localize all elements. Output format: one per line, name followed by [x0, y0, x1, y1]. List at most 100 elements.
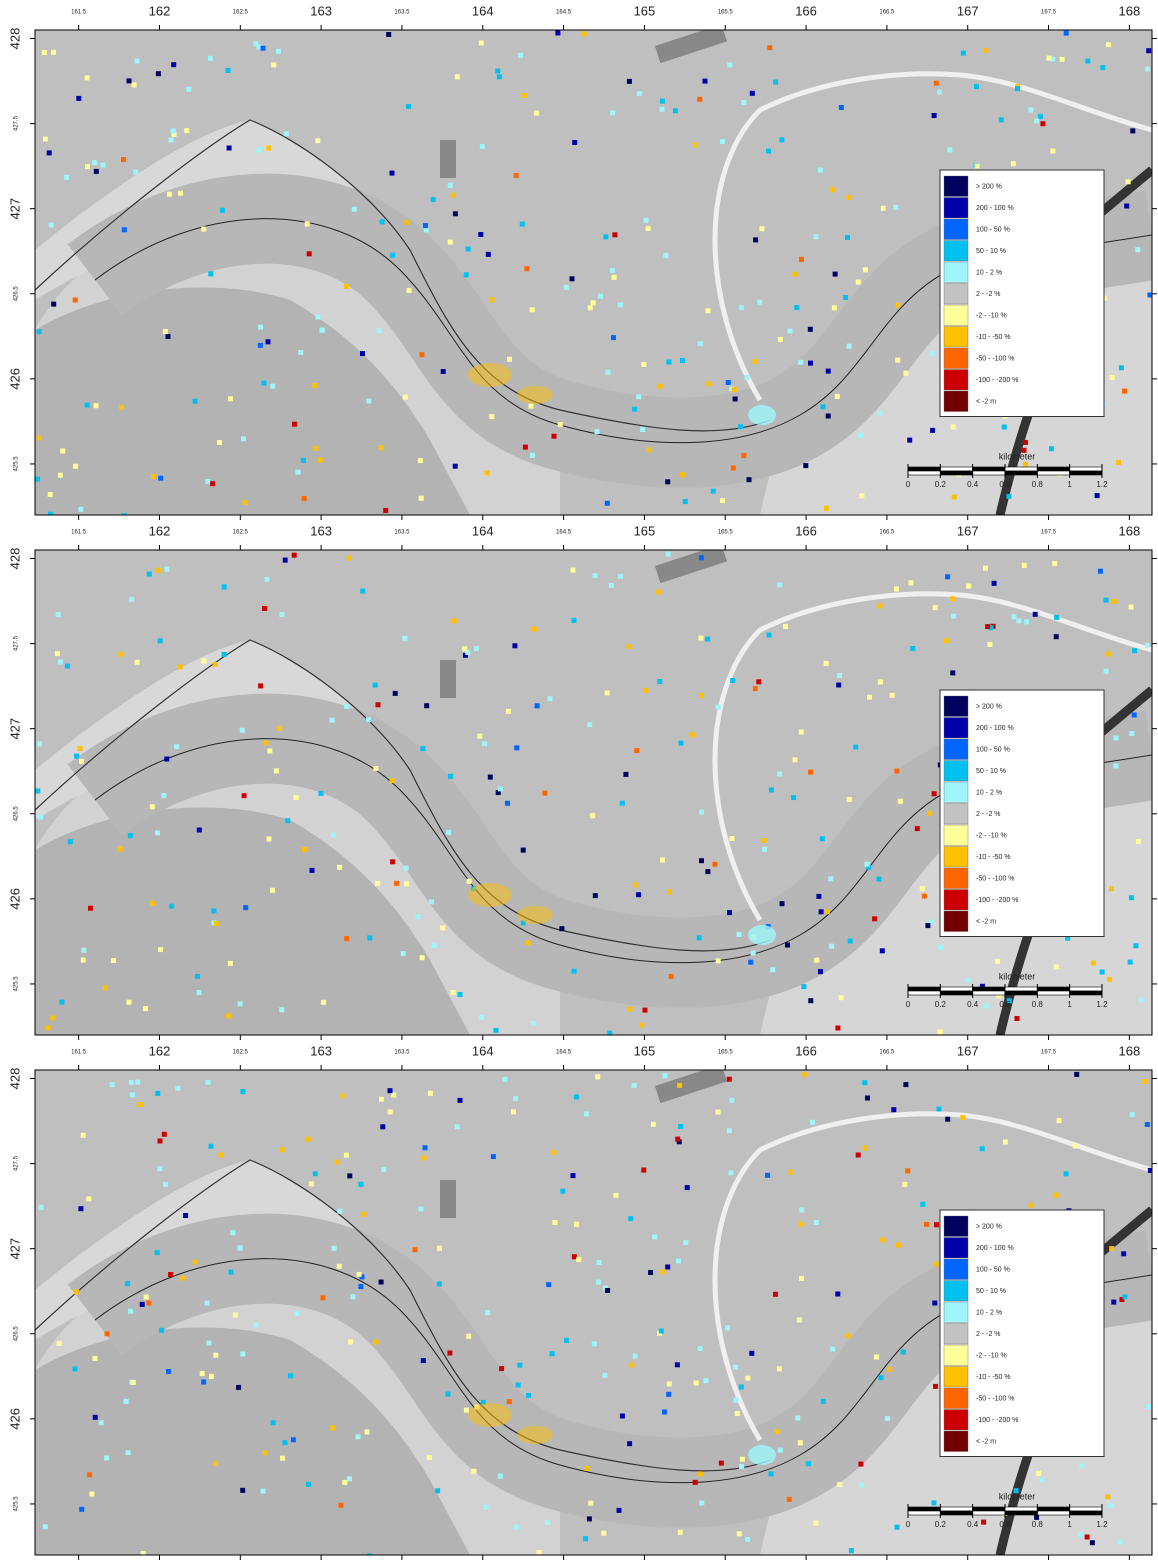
change-pixel [78, 1206, 84, 1212]
change-pixel [619, 800, 625, 806]
change-pixel [288, 1373, 293, 1379]
change-pixel [646, 447, 652, 453]
change-pixel [305, 1136, 311, 1142]
scale-segment [940, 466, 973, 472]
change-pixel [446, 829, 452, 835]
change-pixel [38, 1204, 44, 1210]
change-pixel [452, 463, 458, 469]
change-pixel [555, 30, 561, 36]
change-pixel [490, 1154, 496, 1160]
change-pixel [1054, 614, 1060, 620]
change-pixel [730, 678, 736, 683]
change-pixel [46, 150, 52, 156]
change-pixel [270, 383, 276, 389]
change-pixel [478, 40, 484, 46]
map-panel: 161.5 162 162.5 163 163.5 164 164.5 165 165.5 166… [7, 3, 1157, 520]
change-pixel [149, 804, 155, 810]
legend-swatch [943, 218, 969, 240]
change-pixel [642, 1007, 648, 1013]
change-pixel [865, 1095, 870, 1101]
change-pixel [846, 343, 852, 349]
change-pixel [38, 814, 43, 820]
change-pixel [766, 148, 771, 154]
change-pixel [798, 359, 804, 365]
change-pixel [35, 476, 41, 482]
change-pixel [237, 1245, 243, 1251]
change-pixel [936, 1106, 942, 1112]
change-pixel [617, 573, 623, 579]
change-pixel [572, 140, 578, 145]
change-pixel [375, 881, 381, 886]
change-pixel [534, 703, 540, 709]
change-pixel [1105, 1494, 1111, 1500]
change-pixel [738, 424, 744, 430]
change-pixel [549, 1351, 555, 1357]
change-pixel [60, 448, 66, 454]
change-pixel [432, 943, 437, 949]
change-pixel [837, 673, 842, 678]
change-pixel [1036, 1470, 1042, 1476]
change-pixel [728, 1170, 734, 1176]
change-pixel [47, 492, 53, 497]
change-pixel [344, 936, 350, 942]
change-pixel [1021, 447, 1027, 453]
change-pixel [591, 1341, 597, 1347]
change-pixel [258, 683, 264, 689]
change-pixel [802, 1072, 808, 1077]
change-pixel [933, 1261, 939, 1267]
change-pixel [1122, 1294, 1128, 1300]
x-tick-label: 168 [1119, 523, 1141, 538]
change-pixel [584, 1111, 589, 1117]
change-pixel [373, 766, 379, 771]
change-pixel [1006, 493, 1012, 499]
change-pixel [877, 679, 883, 685]
change-pixel [183, 1213, 189, 1218]
change-pixel [437, 1245, 442, 1251]
erosion-patch [517, 1426, 553, 1444]
change-pixel [1001, 424, 1007, 430]
legend-label: -100 - -200 % [976, 377, 1018, 384]
change-pixel [283, 131, 289, 137]
building [440, 140, 456, 178]
change-pixel [261, 380, 267, 386]
change-pixel [48, 511, 53, 515]
change-pixel [423, 223, 428, 229]
change-pixel [774, 1429, 780, 1435]
change-pixel [677, 1082, 683, 1088]
change-pixel [705, 869, 711, 875]
change-pixel [1103, 668, 1109, 674]
change-pixel [208, 271, 214, 277]
scale-segment [907, 986, 941, 992]
x-tick-label: 164 [472, 1043, 494, 1058]
change-pixel [623, 771, 629, 777]
change-pixel [406, 287, 412, 293]
change-pixel [423, 227, 429, 233]
change-pixel [133, 169, 139, 175]
change-pixel [960, 50, 966, 56]
change-pixel [859, 493, 865, 499]
change-pixel [1072, 1143, 1078, 1149]
change-pixel [838, 105, 844, 110]
legend-label: > 200 % [976, 184, 1002, 191]
change-pixel [351, 206, 357, 212]
legend-label: 100 - 50 % [976, 747, 1010, 754]
change-pixel [389, 170, 395, 176]
change-pixel [100, 162, 106, 168]
scale-segment [1004, 470, 1038, 476]
change-pixel [697, 1346, 703, 1351]
change-pixel [650, 1121, 656, 1127]
change-pixel [836, 682, 842, 688]
change-pixel [221, 584, 227, 590]
change-pixel [192, 1259, 198, 1265]
y-tick-label: 428 [7, 548, 22, 570]
change-pixel [356, 1271, 362, 1277]
change-pixel [613, 1192, 619, 1198]
change-pixel [171, 131, 177, 137]
change-pixel [473, 646, 479, 652]
change-pixel [825, 368, 831, 374]
change-pixel [1039, 1477, 1045, 1483]
change-pixel [226, 1013, 231, 1019]
dike [35, 119, 771, 432]
map-frame [34, 1069, 1153, 1556]
